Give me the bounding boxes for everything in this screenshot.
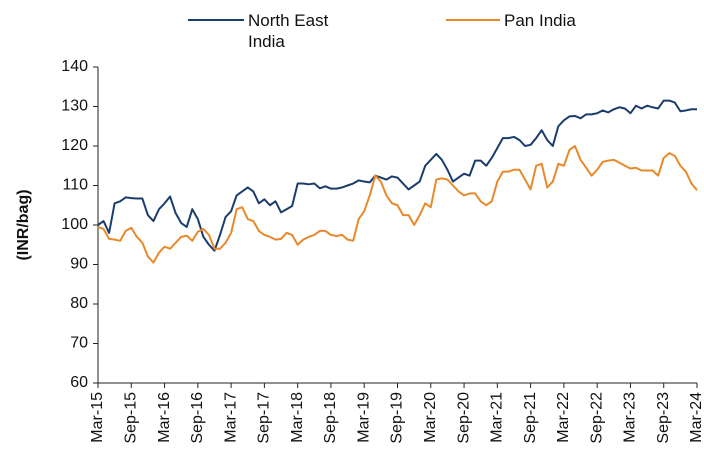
x-tick-label: Mar-24 [688, 392, 704, 443]
x-tick-label: Sep-18 [322, 392, 339, 444]
y-axis-label: (INR/bag) [15, 189, 32, 260]
x-tick-label: Mar-23 [622, 392, 639, 443]
x-tick-label: Mar-19 [355, 392, 372, 443]
legend-label: Pan India [504, 11, 576, 30]
y-tick-label: 60 [70, 374, 88, 391]
x-tick-label: Sep-15 [122, 392, 139, 444]
x-tick-label: Mar-18 [289, 392, 306, 443]
x-tick-label: Mar-17 [222, 392, 239, 443]
y-tick-label: 130 [61, 98, 88, 115]
x-tick-label: Mar-20 [422, 392, 439, 443]
x-tick-label: Sep-20 [455, 392, 472, 444]
x-tick-label: Mar-22 [555, 392, 572, 443]
x-tick-label: Mar-16 [156, 392, 173, 443]
y-tick-label: 140 [61, 58, 88, 75]
y-tick-label: 70 [70, 335, 88, 352]
x-tick-label: Mar-21 [489, 392, 506, 443]
y-tick-label: 90 [70, 256, 88, 273]
series-line [97, 145, 698, 264]
x-tick-label: Sep-21 [522, 392, 539, 444]
x-tick-label: Sep-23 [655, 392, 672, 444]
x-tick-label: Sep-16 [189, 392, 206, 444]
x-tick-label: Mar-15 [89, 392, 106, 443]
y-tick-label: 100 [61, 216, 88, 233]
y-tick-label: 80 [70, 295, 88, 312]
x-tick-label: Sep-19 [389, 392, 406, 444]
y-tick-label: 120 [61, 137, 88, 154]
y-tick-label: 110 [62, 177, 88, 194]
legend-label: North East India [248, 11, 329, 51]
x-tick-label: Sep-22 [588, 392, 605, 444]
series-line [97, 99, 697, 252]
x-tick-label: Sep-17 [256, 392, 273, 444]
